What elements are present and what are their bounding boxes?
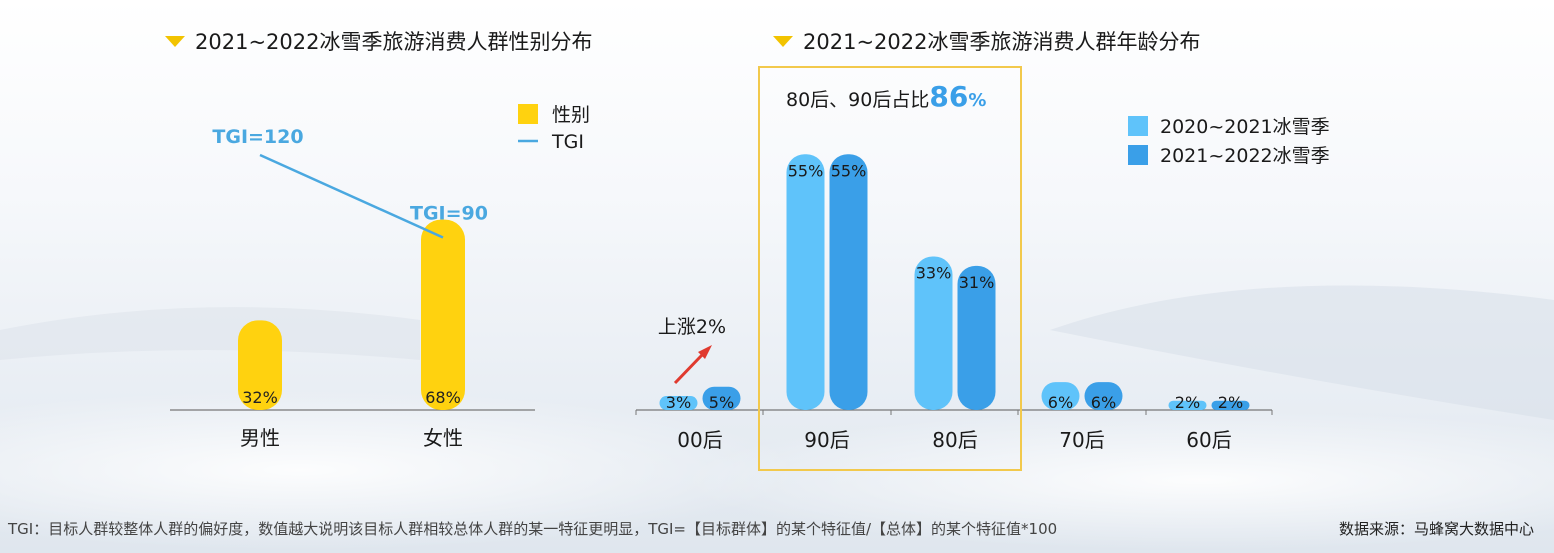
age-bar-label: 2% xyxy=(1175,393,1200,412)
age-bar xyxy=(786,154,825,410)
gender-tick-label: 女性 xyxy=(423,426,463,450)
age-tick-label: 80后 xyxy=(932,428,977,452)
age-bar xyxy=(659,396,698,410)
legend-swatch-gender xyxy=(518,104,538,124)
legend-label-gender: 性别 xyxy=(552,104,590,126)
gender-bar-label: 68% xyxy=(425,388,461,407)
age-bar xyxy=(1168,400,1207,410)
age-bar xyxy=(1041,382,1080,410)
tgi-line xyxy=(259,153,444,239)
age-tick-label: 60后 xyxy=(1186,428,1231,452)
triangle-icon xyxy=(773,35,793,47)
age-bar xyxy=(1084,382,1123,410)
age-bar xyxy=(702,386,741,410)
triangle-icon xyxy=(165,35,185,47)
tgi-label: TGI=120 xyxy=(212,126,303,148)
rise-arrow-shaft xyxy=(673,353,704,385)
gender-bar xyxy=(238,320,282,410)
age-bar xyxy=(957,265,996,410)
highlight-box xyxy=(758,66,1022,471)
age-bar xyxy=(829,154,868,410)
highlight-text: 80后、90后占比86% xyxy=(786,80,986,113)
legend-label-age: 2021~2022冰雪季 xyxy=(1160,145,1330,167)
legend-label-tgi: TGI xyxy=(551,131,584,153)
age-tick-label: 90后 xyxy=(804,428,849,452)
gender-bar xyxy=(421,219,465,410)
age-tick-label: 00后 xyxy=(677,428,722,452)
age-bar-label: 2% xyxy=(1218,393,1243,412)
rise-arrow-head xyxy=(698,345,712,359)
age-bar-label: 6% xyxy=(1091,393,1116,412)
gender-tick-label: 男性 xyxy=(240,426,280,450)
highlight-prefix: 80后、90后占比 xyxy=(786,89,929,111)
age-bar xyxy=(1211,400,1250,410)
highlight-unit: % xyxy=(968,90,986,111)
age-bar-label: 31% xyxy=(959,273,995,292)
gender-chart-title-text: 2021~2022冰雪季旅游消费人群性别分布 xyxy=(195,30,593,54)
age-bar-label: 3% xyxy=(666,393,691,412)
tgi-label: TGI=90 xyxy=(410,203,488,225)
gender-bar-label: 32% xyxy=(242,388,278,407)
data-source: 数据来源：马蜂窝大数据中心 xyxy=(1338,520,1534,538)
age-chart-title-text: 2021~2022冰雪季旅游消费人群年龄分布 xyxy=(803,30,1201,54)
legend-swatch-age xyxy=(1128,145,1148,165)
age-bar-label: 6% xyxy=(1048,393,1073,412)
age-bar-label: 33% xyxy=(916,264,952,283)
age-tick-label: 70后 xyxy=(1059,428,1104,452)
age-bar-label: 5% xyxy=(709,393,734,412)
footer-note: TGI：目标人群较整体人群的偏好度，数值越大说明该目标人群相较总体人群的某一特征… xyxy=(8,520,1058,538)
age-bar-label: 55% xyxy=(788,161,824,180)
age-bar xyxy=(914,256,953,410)
legend-swatch-age xyxy=(1128,116,1148,136)
gender-chart-title: 2021~2022冰雪季旅游消费人群性别分布 xyxy=(165,26,592,56)
age-bar-label: 55% xyxy=(831,161,867,180)
highlight-value: 86 xyxy=(929,80,968,113)
rise-label: 上涨2% xyxy=(658,316,726,338)
legend-label-age: 2020~2021冰雪季 xyxy=(1160,116,1330,138)
age-chart-title: 2021~2022冰雪季旅游消费人群年龄分布 xyxy=(773,26,1200,56)
